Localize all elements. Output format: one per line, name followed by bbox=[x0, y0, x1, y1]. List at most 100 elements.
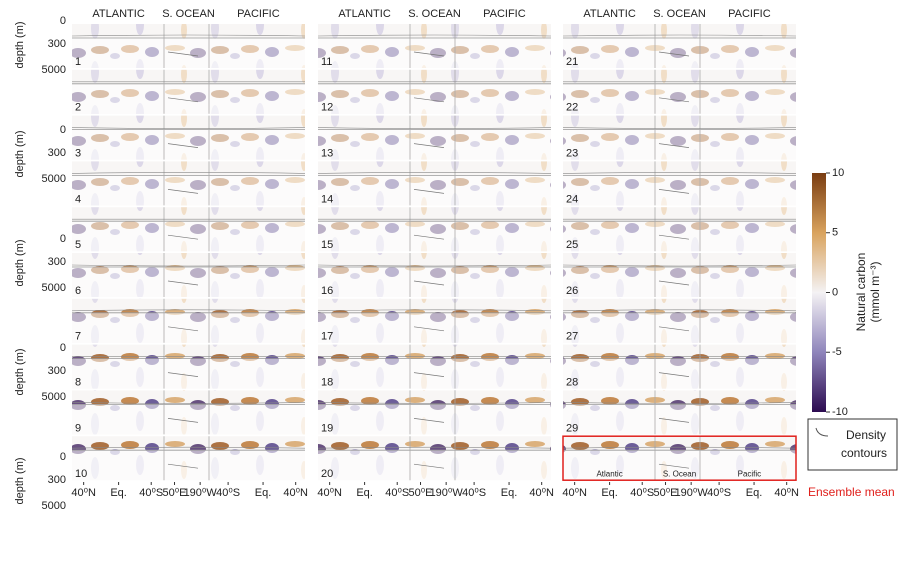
colorbar-tick-label: -10 bbox=[832, 406, 848, 418]
depth-tick-label: 300 bbox=[48, 365, 66, 377]
panel: 10 bbox=[72, 436, 305, 480]
panel-number: 10 bbox=[75, 468, 87, 480]
column-header: PACIFIC bbox=[483, 8, 526, 20]
column-header: ATLANTIC bbox=[583, 8, 635, 20]
x-tick-label: 40⁰N bbox=[317, 487, 342, 499]
x-tick-label: 40⁰S bbox=[707, 487, 731, 499]
panel-number: 20 bbox=[321, 468, 333, 480]
panel-number: 27 bbox=[566, 331, 578, 343]
panel-number: 6 bbox=[75, 285, 81, 297]
panel: 26 bbox=[563, 253, 796, 297]
panel: 6 bbox=[72, 253, 305, 297]
panel-upper-band bbox=[72, 175, 305, 205]
panel-upper-band bbox=[72, 84, 305, 114]
legend-label: Density bbox=[846, 428, 886, 442]
panel: 22 bbox=[563, 70, 796, 114]
basin-label: S. Ocean bbox=[663, 469, 696, 478]
depth-tick-label: 0 bbox=[60, 233, 66, 245]
panel-upper-band bbox=[563, 313, 796, 343]
panel: 15 bbox=[318, 207, 551, 251]
basin-label: Pacific bbox=[738, 469, 762, 478]
depth-tick-label: 5000 bbox=[42, 173, 66, 185]
colorbar-tick-label: 0 bbox=[832, 286, 838, 298]
x-tick-label: Eq. bbox=[110, 487, 127, 499]
panel: 8 bbox=[72, 345, 305, 389]
depth-tick-label: 300 bbox=[48, 474, 66, 486]
panel-number: 9 bbox=[75, 422, 81, 434]
panel-upper-band bbox=[318, 175, 551, 205]
colorbar bbox=[812, 173, 826, 412]
panel-number: 23 bbox=[566, 148, 578, 160]
figure: ATLANTICS. OCEANPACIFICATLANTICS. OCEANP… bbox=[0, 0, 913, 582]
panel-upper-band bbox=[72, 450, 305, 480]
depth-tick-label: 0 bbox=[60, 451, 66, 463]
depth-tick-label: 5000 bbox=[42, 64, 66, 76]
x-tick-label: 40⁰N bbox=[71, 487, 96, 499]
colorbar-tick-label: -5 bbox=[832, 346, 842, 358]
panel: 17 bbox=[318, 299, 551, 343]
panel-upper-band bbox=[72, 313, 305, 343]
panel: 29 bbox=[563, 390, 796, 434]
depth-tick-label: 300 bbox=[48, 256, 66, 268]
colorbar-label: Natural carbon bbox=[854, 253, 868, 332]
panel: 5 bbox=[72, 207, 305, 251]
panel: 18 bbox=[318, 345, 551, 389]
depth-tick-label: 5000 bbox=[42, 282, 66, 294]
depth-tick-label: 300 bbox=[48, 147, 66, 159]
panel-upper-band bbox=[318, 404, 551, 434]
panel-upper-band bbox=[72, 404, 305, 434]
x-tick-label: 40⁰N bbox=[283, 487, 308, 499]
panel: 9 bbox=[72, 390, 305, 434]
x-tick-label: 40⁰S bbox=[385, 487, 409, 499]
panel-number: 19 bbox=[321, 422, 333, 434]
panel-number: 13 bbox=[321, 148, 333, 160]
colorbar-ramp bbox=[812, 173, 826, 412]
column-header: ATLANTIC bbox=[92, 8, 144, 20]
panel: 16 bbox=[318, 253, 551, 297]
x-tick-label: 40⁰N bbox=[562, 487, 587, 499]
panel-number: 17 bbox=[321, 331, 333, 343]
x-tick-label: 40⁰S bbox=[462, 487, 486, 499]
column-header: S. OCEAN bbox=[162, 8, 215, 20]
panel: 7 bbox=[72, 299, 305, 343]
panel-number: 11 bbox=[321, 56, 332, 68]
depth-tick-label: 5000 bbox=[42, 500, 66, 512]
column-header: PACIFIC bbox=[237, 8, 280, 20]
ensemble-label: Ensemble mean bbox=[808, 485, 895, 499]
x-tick-label: 40⁰S bbox=[216, 487, 240, 499]
panel-number: 7 bbox=[75, 331, 81, 343]
panel: 12 bbox=[318, 70, 551, 114]
column-header: PACIFIC bbox=[728, 8, 771, 20]
depth-tick-label: 0 bbox=[60, 15, 66, 27]
panel-upper-band bbox=[563, 267, 796, 297]
panel-upper-band bbox=[563, 175, 796, 205]
panel: 19 bbox=[318, 390, 551, 434]
panel-upper-band bbox=[72, 267, 305, 297]
panel-upper-band bbox=[563, 84, 796, 114]
panel-number: 22 bbox=[566, 102, 578, 114]
legend-label: contours bbox=[841, 446, 887, 460]
panel: 4 bbox=[72, 161, 305, 205]
x-tick-label: Eq. bbox=[255, 487, 272, 499]
panel-number: 2 bbox=[75, 102, 81, 114]
panel-number: 21 bbox=[566, 56, 578, 68]
panel-upper-band bbox=[318, 359, 551, 389]
legend-box bbox=[808, 419, 897, 470]
panel: AtlanticS. OceanPacific bbox=[563, 436, 796, 480]
panel-number: 15 bbox=[321, 239, 333, 251]
panel-number: 14 bbox=[321, 193, 333, 205]
panel-upper-band bbox=[318, 84, 551, 114]
depth-axis-label: depth (m) bbox=[14, 457, 26, 504]
panel: 2 bbox=[72, 70, 305, 114]
panel: 25 bbox=[563, 207, 796, 251]
panel-upper-band bbox=[318, 313, 551, 343]
panel-number: 1 bbox=[75, 56, 81, 68]
panel-number: 25 bbox=[566, 239, 578, 251]
panel-upper-band bbox=[318, 450, 551, 480]
column-header: ATLANTIC bbox=[338, 8, 390, 20]
panel-number: 18 bbox=[321, 377, 333, 389]
x-tick-label: 40⁰N bbox=[529, 487, 554, 499]
panel-upper-band bbox=[563, 221, 796, 251]
panel-upper-band bbox=[563, 359, 796, 389]
depth-tick-label: 0 bbox=[60, 342, 66, 354]
